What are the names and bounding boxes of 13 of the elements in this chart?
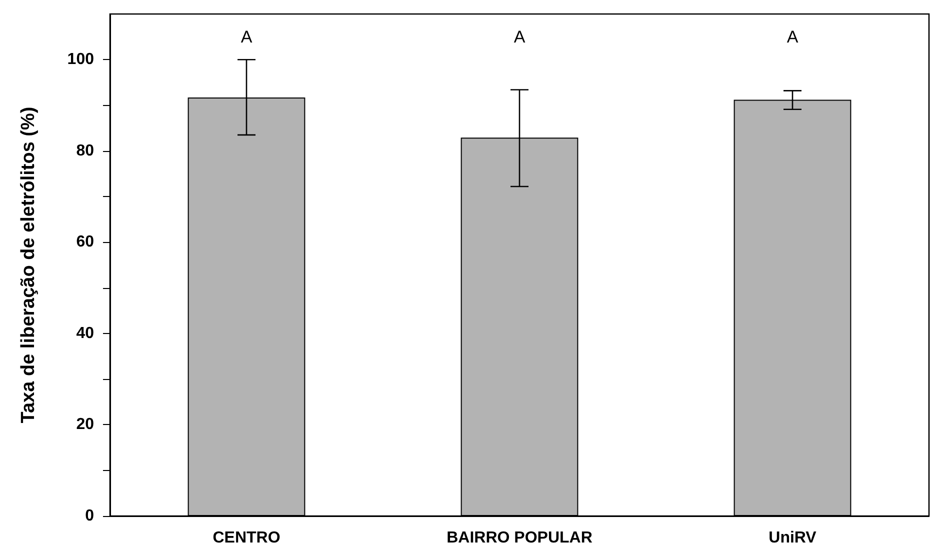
- y-axis-title: Taxa de liberação de eletrólitos (%): [18, 106, 39, 424]
- y-tick-label: 100: [67, 51, 94, 68]
- annotation: A: [240, 28, 253, 46]
- x-tick-label: UniRV: [768, 530, 817, 546]
- y-tick-label: 60: [76, 234, 94, 251]
- annotation: A: [514, 28, 526, 46]
- y-tick-label: 40: [76, 324, 94, 342]
- y-tick-label: 20: [76, 416, 94, 434]
- x-tick-label: CENTRO: [212, 530, 280, 546]
- annotation: A: [786, 28, 799, 46]
- y-tick-label: 80: [76, 142, 94, 160]
- y-tick-label: 0: [85, 508, 94, 524]
- x-tick-label: BAIRRO POPULAR: [446, 530, 593, 546]
